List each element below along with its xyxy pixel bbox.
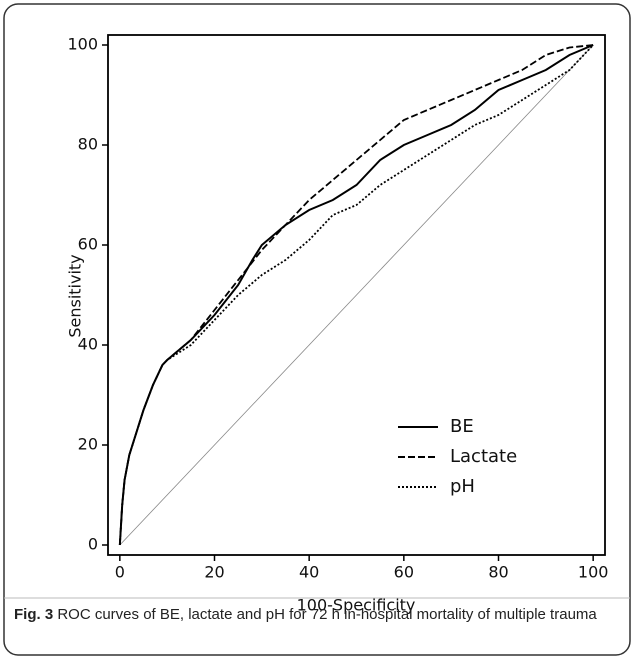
x-axis-label: 100-Specificity bbox=[297, 596, 416, 615]
y-tick-label: 20 bbox=[78, 435, 98, 454]
x-tick-label: 20 bbox=[204, 563, 224, 582]
y-tick-label: 80 bbox=[78, 135, 98, 154]
y-tick-label: 60 bbox=[78, 235, 98, 254]
y-axis-label: Sensitivity bbox=[66, 254, 85, 337]
x-tick-label: 60 bbox=[394, 563, 414, 582]
caption: Fig. 3 ROC curves of BE, lactate and pH … bbox=[14, 602, 624, 627]
reference-diagonal bbox=[119, 44, 594, 546]
x-tick-label: 40 bbox=[299, 563, 319, 582]
legend-label: Lactate bbox=[450, 446, 517, 467]
caption-text: ROC curves of BE, lactate and pH for 72 … bbox=[57, 606, 597, 623]
figure-border bbox=[3, 3, 631, 656]
roc-curve bbox=[118, 44, 594, 546]
y-tick-label: 40 bbox=[78, 335, 98, 354]
caption-label: Fig. 3 bbox=[14, 606, 54, 623]
legend-label: pH bbox=[450, 476, 475, 497]
plot-frame bbox=[107, 34, 606, 556]
x-tick-label: 100 bbox=[578, 563, 609, 582]
x-tick-label: 80 bbox=[488, 563, 508, 582]
x-tick-label: 0 bbox=[115, 563, 125, 582]
legend-label: BE bbox=[450, 416, 474, 437]
y-tick-label: 0 bbox=[88, 535, 98, 554]
y-tick-label: 100 bbox=[67, 35, 98, 54]
